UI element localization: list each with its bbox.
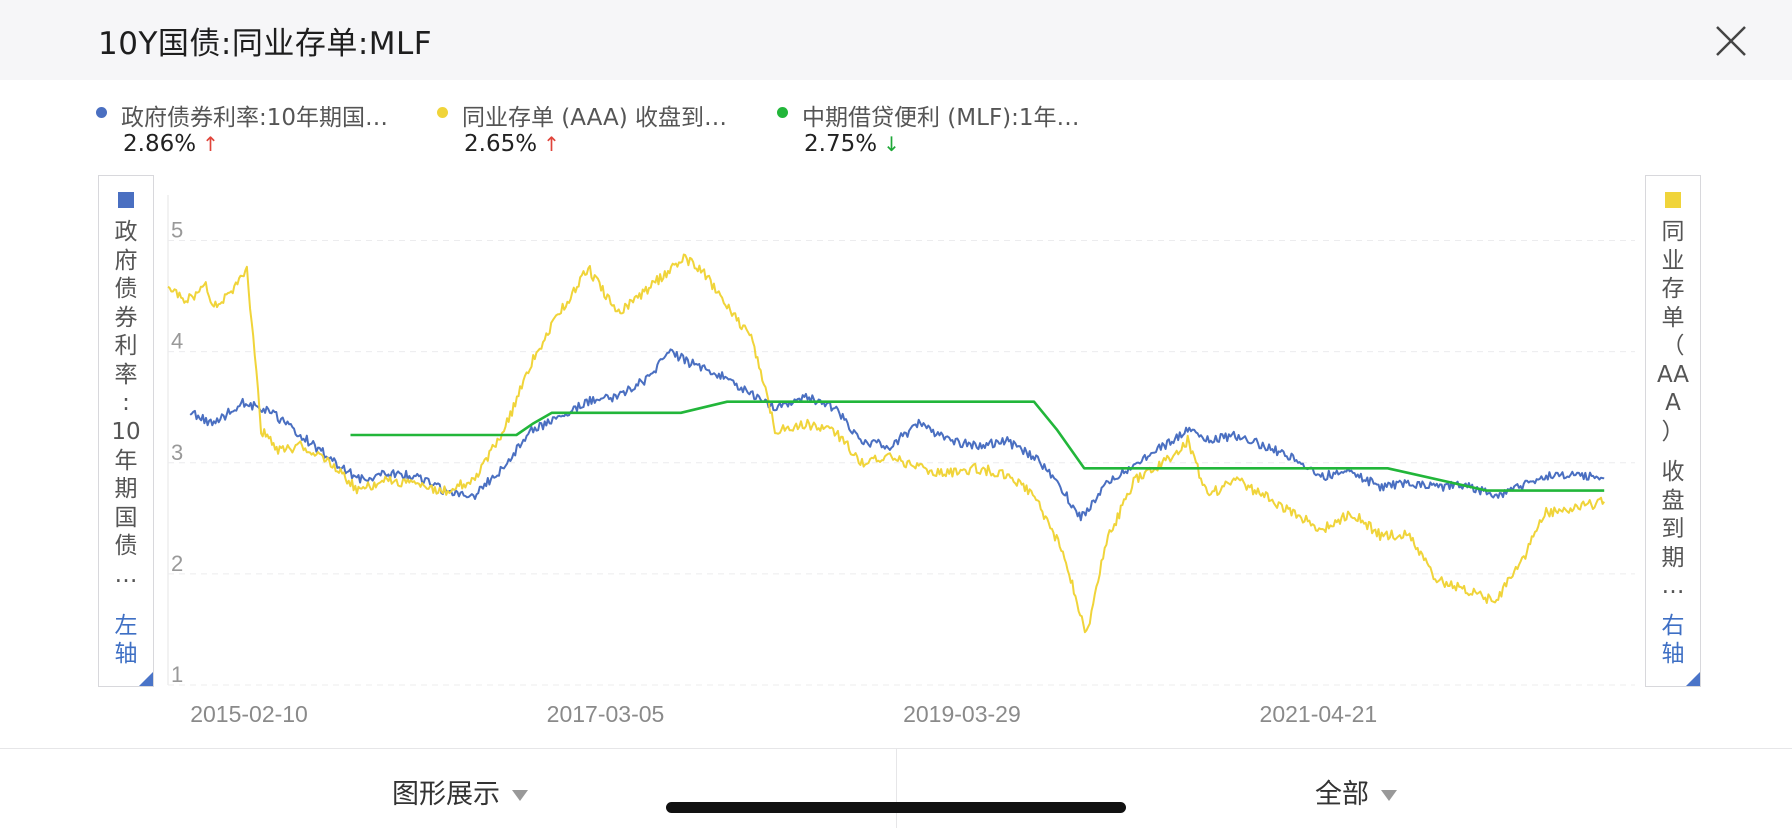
y-tick-label: 1	[171, 662, 183, 687]
page-title: 10Y国债:同业存单:MLF	[98, 26, 433, 62]
legend-label: 中期借贷便利 (MLF):1年…	[802, 105, 1080, 131]
legend-value: 2.65% ↑	[464, 131, 560, 157]
left-axis-label-bottom: 10 年期国债…	[99, 418, 153, 589]
axis-label-glyph: 债	[114, 276, 138, 302]
axis-label-glyph: 10	[111, 419, 141, 445]
x-tick-label: 2021-04-21	[1260, 701, 1378, 727]
range-label: 全部	[1315, 779, 1369, 810]
axis-label-glyph: 率	[114, 361, 138, 388]
axis-label-glyph: 左	[114, 613, 138, 639]
y-tick-label: 4	[171, 329, 183, 354]
chart-grid	[167, 195, 1635, 686]
axis-label-glyph: 轴	[114, 641, 138, 667]
legend-item-ncd-aaa[interactable]: 同业存单 (AAA) 收盘到… 2.65% ↑	[437, 98, 767, 158]
legend-label: 政府债券利率:10年期国…	[121, 105, 389, 131]
range-dropdown[interactable]: 全部	[1315, 772, 1397, 811]
axis-label-glyph: 盘	[1661, 487, 1685, 514]
corner-triangle-icon	[1686, 672, 1700, 686]
arrow-down-icon: ↓	[883, 132, 900, 156]
close-icon[interactable]	[1712, 22, 1750, 60]
axis-label-glyph: 券	[114, 304, 138, 331]
axis-label-glyph: :	[122, 390, 130, 416]
chart-lines	[167, 253, 1606, 634]
caret-down-icon	[1381, 790, 1397, 801]
axis-label-glyph: 收	[1661, 459, 1685, 485]
axis-label-glyph: A	[1665, 390, 1681, 416]
right-axis-selector[interactable]: 同业存单（AA A） 收盘到期… 右轴	[1645, 175, 1701, 687]
axis-label-glyph: 期	[1661, 544, 1685, 571]
y-tick-label: 5	[171, 218, 183, 243]
axis-label-glyph: 年	[114, 447, 138, 474]
axis-label-glyph: …	[1661, 573, 1685, 599]
chart-mode-label: 图形展示	[392, 779, 500, 810]
axis-label-glyph: 轴	[1661, 641, 1685, 667]
right-axis-color-square	[1665, 192, 1681, 208]
left-axis-label-top: 政府债券利率:	[99, 218, 153, 418]
axis-label-glyph: 右	[1661, 613, 1685, 639]
chart-mode-dropdown[interactable]: 图形展示	[392, 772, 528, 811]
axis-label-glyph: （	[1661, 333, 1685, 359]
legend-item-mlf[interactable]: 中期借贷便利 (MLF):1年… 2.75% ↓	[777, 98, 1107, 158]
caret-down-icon	[512, 790, 528, 801]
title-bar: 10Y国债:同业存单:MLF	[0, 0, 1792, 80]
series-line-bond-10y	[189, 348, 1605, 522]
x-tick-label: 2017-03-05	[547, 701, 665, 727]
legend-value: 2.86% ↑	[123, 131, 219, 157]
y-axis-ticks: 1 2 3 4 5	[171, 218, 183, 687]
axis-label-glyph: 利	[114, 333, 138, 359]
x-tick-label: 2015-02-10	[190, 701, 308, 727]
legend-label: 同业存单 (AAA) 收盘到…	[462, 105, 728, 131]
legend-dot-yellow	[437, 107, 448, 118]
left-axis-side-label: 左轴	[99, 612, 153, 668]
right-axis-label-bottom: 收盘到期…	[1646, 458, 1700, 601]
axis-label-glyph: 债	[114, 533, 138, 559]
axis-label-glyph: 到	[1661, 516, 1685, 542]
axis-label-glyph: 期	[114, 476, 138, 502]
series-line-mlf-1y	[350, 400, 1605, 492]
axis-label-glyph: AA	[1656, 361, 1690, 388]
x-axis-ticks: 2015-02-10 2017-03-05 2019-03-29 2021-04-21	[190, 701, 1377, 727]
axis-label-glyph: 国	[114, 504, 138, 531]
axis-label-glyph: 同	[1661, 219, 1685, 245]
axis-label-glyph: 业	[1661, 247, 1685, 274]
corner-triangle-icon	[139, 672, 153, 686]
left-axis-selector[interactable]: 政府债券利率: 10 年期国债… 左轴	[98, 175, 154, 687]
home-indicator	[666, 802, 1126, 813]
axis-label-glyph: ）	[1661, 418, 1685, 445]
legend-dot-blue	[96, 107, 107, 118]
footer-separator	[896, 748, 897, 828]
series-line-ncd-aaa	[167, 253, 1606, 634]
axis-label-glyph: 府	[114, 247, 138, 274]
y-tick-label: 2	[171, 551, 183, 576]
axis-label-glyph: 单	[1661, 304, 1685, 331]
axis-label-glyph: 存	[1661, 276, 1685, 302]
arrow-up-icon: ↑	[543, 132, 560, 156]
y-tick-label: 3	[171, 440, 183, 465]
axis-label-glyph: …	[114, 561, 138, 588]
right-axis-side-label: 右轴	[1646, 612, 1700, 668]
legend-dot-green	[777, 107, 788, 118]
x-tick-label: 2019-03-29	[903, 701, 1021, 727]
arrow-up-icon: ↑	[202, 132, 219, 156]
legend-item-10y-bond[interactable]: 政府债券利率:10年期国… 2.86% ↑	[96, 98, 426, 158]
left-axis-color-square	[118, 192, 134, 208]
right-axis-label-top: 同业存单（AA A）	[1646, 218, 1700, 446]
axis-label-glyph: 政	[114, 219, 138, 245]
legend-value: 2.75% ↓	[804, 131, 900, 157]
